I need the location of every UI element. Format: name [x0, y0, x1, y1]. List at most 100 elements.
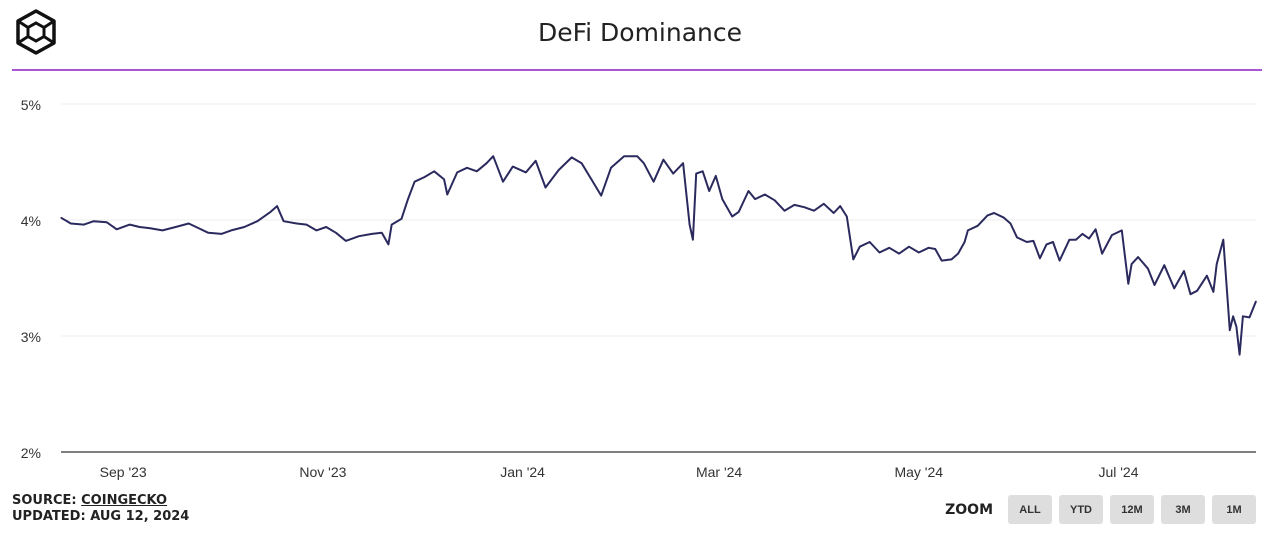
data-point [148, 227, 150, 229]
data-point [662, 159, 665, 161]
data-point [1121, 229, 1123, 231]
data-point [544, 186, 547, 189]
data-point [492, 155, 494, 157]
data-point [1229, 329, 1231, 331]
data-point [1052, 241, 1054, 243]
data-point [908, 246, 910, 248]
chart-title: DeFi Dominance [537, 18, 743, 47]
zoom-all-button[interactable]: ALL [1008, 495, 1052, 524]
data-point [1111, 234, 1113, 236]
data-point [466, 167, 468, 169]
data-point [1088, 238, 1090, 240]
data-point [1045, 243, 1048, 245]
data-point [636, 155, 638, 157]
data-point [888, 247, 890, 249]
data-point [967, 229, 969, 231]
data-point [708, 190, 710, 192]
data-point [502, 181, 504, 183]
data-point [869, 241, 871, 243]
data-point [116, 228, 118, 230]
data-point [1183, 270, 1185, 272]
x-tick-label: May '24 [894, 464, 943, 480]
zoom-12m-button[interactable]: 12M [1110, 495, 1154, 524]
updated-date: UPDATED: AUG 12, 2024 [12, 509, 190, 524]
data-point [839, 205, 841, 207]
data-point [977, 225, 979, 227]
data-point [1189, 293, 1192, 295]
x-tick-label: Mar '24 [696, 464, 742, 480]
y-tick-label: 4% [21, 213, 41, 229]
data-point [296, 222, 298, 225]
data-point [689, 224, 691, 226]
data-point [783, 210, 786, 212]
data-point [986, 214, 989, 216]
data-point [175, 226, 177, 228]
data-point [345, 240, 347, 242]
data-point [941, 260, 943, 262]
data-point [243, 226, 245, 228]
data-point [433, 170, 435, 172]
data-point [950, 258, 953, 260]
zoom-label: ZOOM [945, 501, 993, 518]
data-point [672, 173, 674, 175]
data-point [643, 162, 645, 164]
data-point [928, 247, 930, 249]
data-point [692, 239, 694, 241]
data-point [803, 206, 805, 208]
data-point [325, 226, 327, 228]
zoom-controls: ZOOM ALL YTD 12M 3M 1M [945, 495, 1256, 524]
data-point [335, 232, 337, 234]
data-point [407, 198, 409, 200]
data-point [731, 215, 733, 218]
data-point [387, 243, 389, 245]
data-point [774, 199, 776, 201]
cube-logo-icon [16, 9, 56, 55]
data-point [1068, 239, 1070, 241]
data-point [1212, 291, 1214, 293]
data-point [315, 229, 317, 231]
data-point [93, 220, 95, 222]
data-point [83, 224, 85, 226]
data-point [256, 220, 258, 222]
data-point [833, 212, 835, 214]
data-point [446, 193, 448, 196]
data-point [581, 162, 583, 164]
data-point [269, 211, 272, 213]
data-point [957, 253, 959, 255]
data-point [721, 198, 723, 200]
data-point [1101, 253, 1103, 255]
data-point [139, 226, 141, 228]
data-point [1222, 239, 1224, 241]
zoom-1m-button[interactable]: 1M [1212, 495, 1256, 524]
data-point [535, 160, 537, 162]
data-point [571, 156, 573, 158]
data-point [1206, 275, 1208, 277]
source-line: SOURCE: COINGECKO [12, 493, 189, 509]
data-point [918, 251, 920, 254]
data-point [1216, 263, 1218, 265]
data-point [207, 232, 209, 234]
zoom-3m-button[interactable]: 3M [1161, 495, 1205, 524]
data-point [1081, 233, 1084, 235]
data-point [1235, 326, 1237, 328]
source-link[interactable]: COINGECKO [81, 493, 168, 508]
zoom-ytd-button[interactable]: YTD [1059, 495, 1103, 524]
data-point [1248, 316, 1251, 318]
data-point [1026, 241, 1028, 243]
data-point [456, 171, 458, 173]
data-point [486, 162, 488, 164]
data-point [1196, 290, 1198, 292]
data-point [1239, 354, 1241, 356]
data-point [220, 233, 222, 235]
data-point [682, 162, 684, 164]
data-point [371, 233, 373, 235]
data-point [859, 246, 861, 248]
source-prefix: SOURCE: [12, 493, 82, 508]
data-point [106, 221, 108, 223]
data-point [1039, 257, 1041, 259]
data-point [1003, 217, 1005, 219]
data-point [1232, 315, 1234, 317]
data-point [358, 235, 360, 237]
data-point [188, 222, 190, 225]
data-point [1059, 260, 1061, 262]
